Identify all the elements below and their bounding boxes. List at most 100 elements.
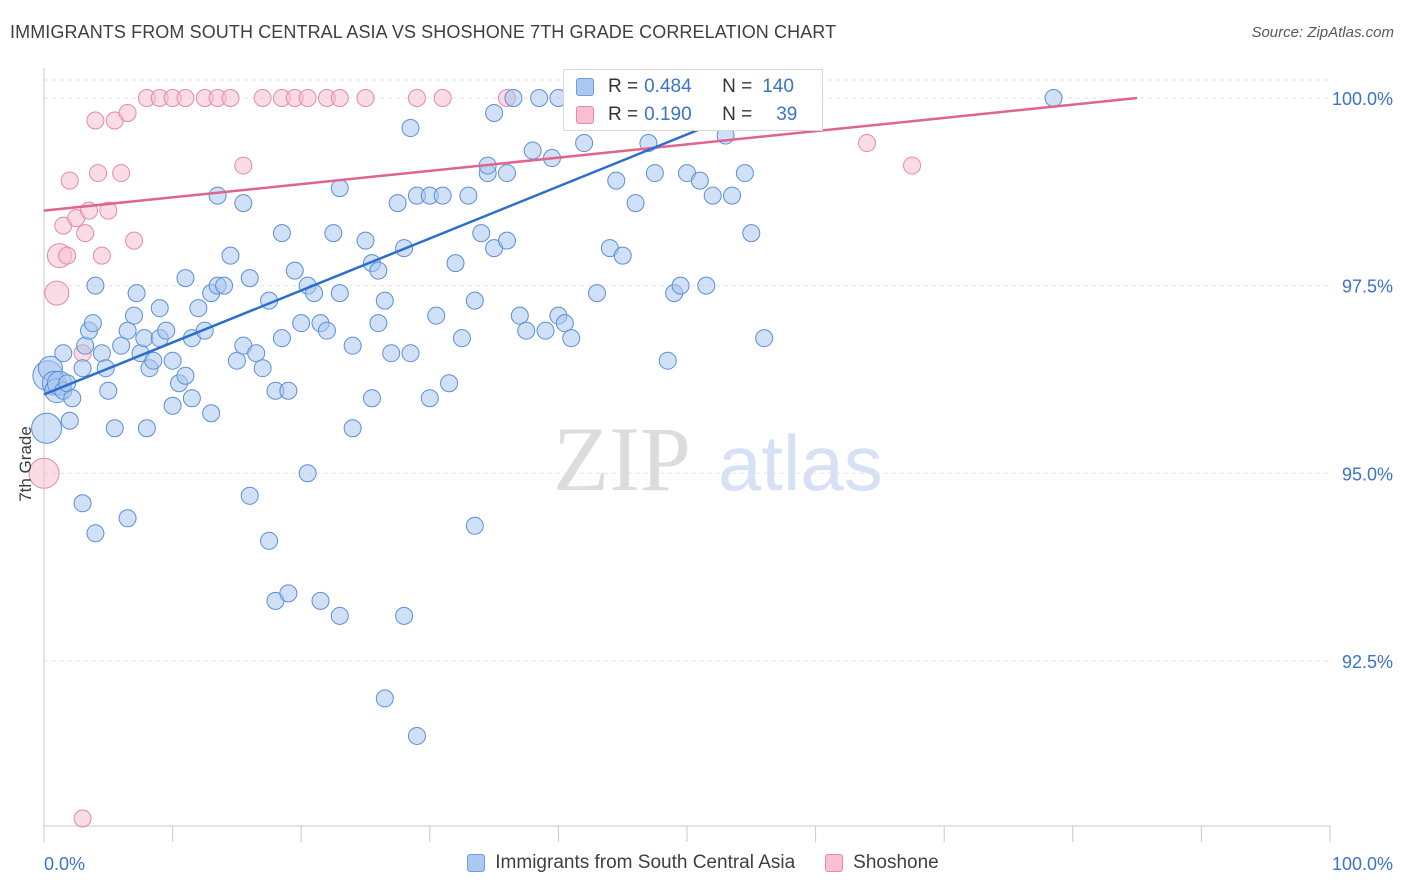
south-central-asia-point xyxy=(388,194,407,213)
legend-label: Immigrants from South Central Asia xyxy=(495,852,796,873)
south-central-asia-point xyxy=(182,389,201,408)
axes xyxy=(43,68,1331,842)
south-central-asia-point xyxy=(369,261,388,280)
south-central-asia-point xyxy=(285,261,304,280)
south-central-asia-point xyxy=(427,306,446,325)
trendlines xyxy=(43,96,1138,396)
south-central-asia-point xyxy=(465,516,484,535)
south-central-asia-point xyxy=(497,164,516,183)
south-central-asia-point xyxy=(127,284,146,303)
watermark-atlas: atlas xyxy=(718,419,883,507)
south-central-asia-point xyxy=(530,89,549,108)
stats-row-blue: R = 0.484 N = 140 xyxy=(576,73,794,101)
shoshone-point xyxy=(44,280,70,306)
south-central-asia-point xyxy=(607,171,626,190)
south-central-asia-point xyxy=(504,89,523,108)
south-central-asia-point xyxy=(272,224,291,243)
south-central-asia-point xyxy=(375,291,394,310)
stats-r-label: R = xyxy=(608,76,639,97)
legend-label: Shoshone xyxy=(853,852,939,873)
south-central-asia-point xyxy=(697,276,716,295)
south-central-asia-point xyxy=(626,194,645,213)
south-central-asia-point xyxy=(298,464,317,483)
south-central-asia-point xyxy=(144,351,163,370)
south-central-asia-point xyxy=(401,344,420,363)
stats-r-label: R = xyxy=(608,104,639,125)
legend-item-south-central-asia[interactable]: Immigrants from South Central Asia xyxy=(467,852,795,874)
south-central-asia-point xyxy=(517,321,536,340)
south-central-asia-point xyxy=(73,359,92,378)
south-central-asia-point xyxy=(189,299,208,318)
south-central-asia-point xyxy=(485,104,504,123)
south-central-asia-point xyxy=(157,321,176,340)
south-central-asia-point xyxy=(671,276,690,295)
x-tick-label: 100.0% xyxy=(1332,854,1393,874)
south-central-asia-point xyxy=(562,329,581,348)
south-central-asia-point xyxy=(260,531,279,550)
shoshone-point xyxy=(28,457,60,489)
legend-swatch-blue xyxy=(467,854,486,872)
south-central-asia-point xyxy=(311,591,330,610)
shoshone-point xyxy=(125,231,144,250)
south-central-asia-point xyxy=(247,344,266,363)
y-axis-label: 7th Grade xyxy=(16,426,35,502)
south-central-asia-point xyxy=(86,276,105,295)
south-central-asia-point xyxy=(536,321,555,340)
south-central-asia-point xyxy=(613,246,632,265)
south-central-asia-point xyxy=(163,351,182,370)
shoshone-point xyxy=(221,89,240,108)
y-tick-label: 92.5% xyxy=(1342,652,1393,672)
y-tick-label: 95.0% xyxy=(1342,464,1393,484)
shoshone-point xyxy=(92,246,111,265)
south-central-asia-point xyxy=(83,314,102,333)
south-central-asia-point xyxy=(472,224,491,243)
south-central-asia-point xyxy=(240,486,259,505)
south-central-asia-point xyxy=(118,509,137,528)
south-central-asia-point xyxy=(343,336,362,355)
south-central-asia-point xyxy=(575,134,594,153)
south-central-asia-point xyxy=(63,389,82,408)
south-central-asia-point xyxy=(330,606,349,625)
south-central-asia-point xyxy=(135,329,154,348)
shoshone-point xyxy=(112,164,131,183)
stats-swatch-pink xyxy=(576,106,594,124)
south-central-asia-point xyxy=(658,351,677,370)
legend-item-shoshone[interactable]: Shoshone xyxy=(825,852,939,874)
shoshone-point xyxy=(58,246,77,265)
shoshone-point xyxy=(89,164,108,183)
south-central-asia-point xyxy=(395,606,414,625)
south-central-asia-point xyxy=(723,186,742,205)
south-central-asia-point xyxy=(272,329,291,348)
south-central-asia-point xyxy=(742,224,761,243)
shoshone-point xyxy=(298,89,317,108)
south-central-asia-point xyxy=(317,321,336,340)
shoshone-point xyxy=(76,224,95,243)
shoshone-point xyxy=(118,104,137,123)
shoshone-point xyxy=(234,156,253,175)
south-central-asia-point xyxy=(362,389,381,408)
south-central-asia-point xyxy=(292,314,311,333)
y-tick-label: 100.0% xyxy=(1332,89,1393,109)
legend-swatch-pink xyxy=(825,854,844,872)
south-central-asia-point xyxy=(420,389,439,408)
stats-n-value: 39 xyxy=(776,104,798,125)
south-central-asia-point xyxy=(555,314,574,333)
south-central-asia-point xyxy=(202,404,221,423)
south-central-asia-point xyxy=(324,224,343,243)
shoshone-points xyxy=(28,89,922,828)
south-central-asia-point xyxy=(279,584,298,603)
south-central-asia-point xyxy=(375,689,394,708)
south-central-asia-point xyxy=(407,726,426,745)
south-central-asia-point xyxy=(703,186,722,205)
shoshone-point xyxy=(99,201,118,220)
south-central-asia-point xyxy=(227,351,246,370)
south-central-asia-point xyxy=(125,306,144,325)
shoshone-point xyxy=(60,171,79,190)
south-central-asia-point xyxy=(356,231,375,250)
south-central-asia-point xyxy=(1044,89,1063,108)
stats-n-value: 140 xyxy=(762,76,794,97)
south-central-asia-point xyxy=(105,419,124,438)
south-central-asia-point xyxy=(234,194,253,213)
south-central-asia-point xyxy=(465,291,484,310)
south-central-asia-point xyxy=(433,186,452,205)
